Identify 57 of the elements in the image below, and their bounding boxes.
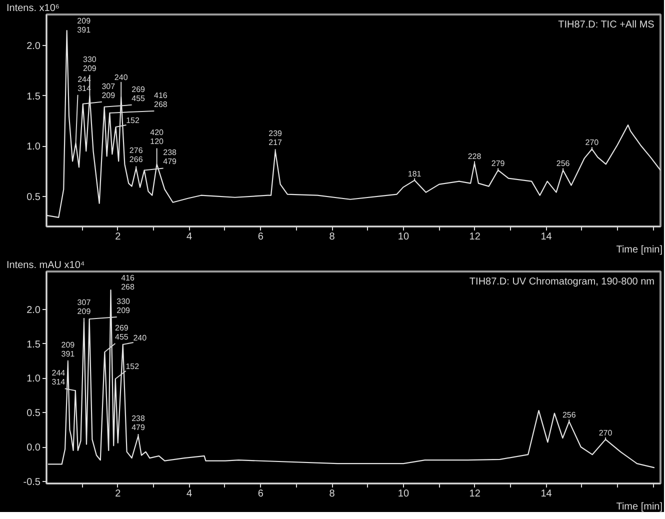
annotation: 228 <box>468 152 482 162</box>
y-axis-title: Intens. x10⁶ <box>6 3 60 14</box>
x-tick-label: 12 <box>469 488 481 500</box>
y-tick-label: 0.0 <box>26 442 41 454</box>
x-axis-title: Time [min] <box>616 244 663 256</box>
text: TIH87.D: TIC +All MS <box>558 20 655 30</box>
y-tick-label: -0.5 <box>23 476 41 488</box>
annotation: 244 314 <box>52 368 66 387</box>
annotation: 330 209 <box>83 54 97 73</box>
y-axis-title: Intens. mAU x10⁴ <box>6 260 85 271</box>
annotation: 307 209 <box>77 298 92 316</box>
annotation: 152 <box>126 362 140 371</box>
annotation: 209 391 <box>77 16 92 34</box>
x-axis-title: Time [min] <box>616 502 663 512</box>
x-tick-label: 12 <box>469 232 481 242</box>
x-tick-label: 8 <box>329 488 336 500</box>
y-tick-label: 1.5 <box>26 339 41 350</box>
x-tick-label: 2 <box>115 232 122 242</box>
y-tick-label: 2.0 <box>26 304 41 316</box>
x-tick-label: 4 <box>186 488 193 500</box>
y-tick-label: 1.5 <box>26 91 41 102</box>
annotation: 416 268 <box>154 90 168 109</box>
annotation: 276 266 <box>129 146 144 164</box>
annotation: 420 120 <box>150 128 164 146</box>
x-tick-label: 6 <box>258 488 264 500</box>
annotation: 279 <box>491 159 506 168</box>
annotation: 256 <box>562 410 576 420</box>
y-tick-label: 1.0 <box>26 374 41 385</box>
annotation: 270 <box>598 428 613 438</box>
x-tick-label: 10 <box>398 232 410 242</box>
x-tick-label: 6 <box>258 232 264 242</box>
annotation: 240 <box>114 72 128 82</box>
annotation: 181 <box>408 169 422 178</box>
annotation: 330 209 <box>116 296 131 315</box>
annotation: 238 479 <box>163 148 178 166</box>
x-tick-label: 10 <box>398 488 410 500</box>
y-tick-label: 2.0 <box>26 41 41 52</box>
annotation: 270 <box>585 138 600 148</box>
x-tick-label: 2 <box>115 488 122 500</box>
annotation: 416 268 <box>121 274 135 292</box>
text: TIH87.D: UV Chromatogram, 190-800 nm <box>469 276 655 288</box>
annotation: 152 <box>126 116 140 126</box>
y-tick-label: 0.5 <box>26 192 41 203</box>
annotation: 239 217 <box>268 129 283 148</box>
annotation: 238 479 <box>132 414 146 432</box>
annotation: 256 <box>556 159 570 168</box>
annotation: 307 209 <box>102 82 116 100</box>
annotation: 209 391 <box>61 340 76 358</box>
annotation: 269 455 <box>115 323 129 342</box>
x-tick-label: 4 <box>186 232 193 242</box>
x-tick-label: 14 <box>540 488 552 500</box>
y-tick-label: 0.5 <box>26 408 41 420</box>
y-tick-label: 1.0 <box>26 142 41 153</box>
annotation: 240 <box>133 333 148 342</box>
annotation: 269 455 <box>132 84 146 103</box>
x-tick-label: 14 <box>540 232 552 242</box>
x-tick-label: 8 <box>329 232 336 242</box>
